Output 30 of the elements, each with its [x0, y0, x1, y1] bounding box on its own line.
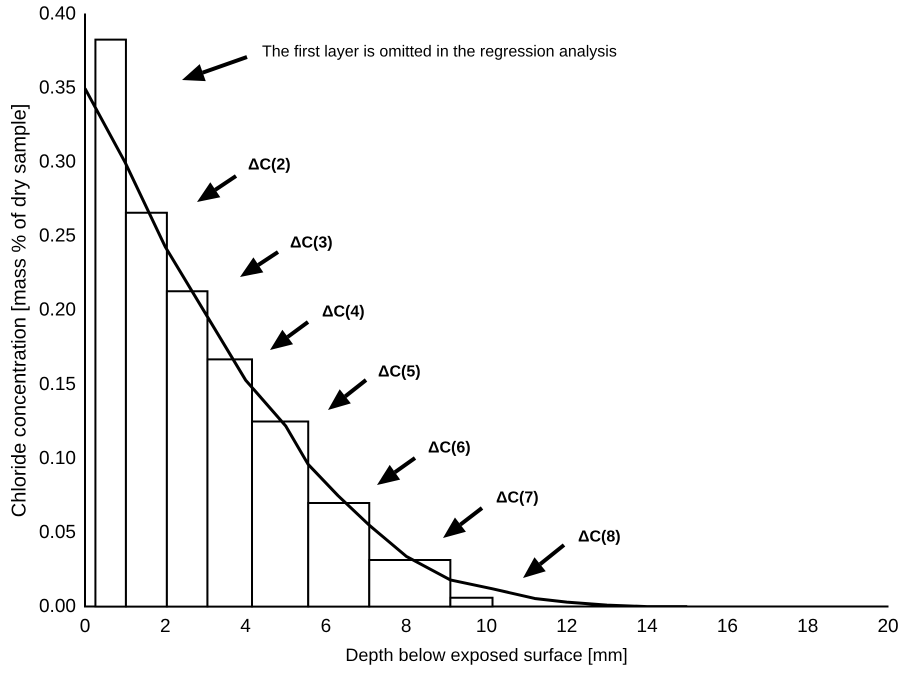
annotation: ΔC(7)	[496, 489, 539, 506]
x-axis-title: Depth below exposed surface [mm]	[345, 645, 628, 666]
annotation: ΔC(6)	[428, 439, 471, 456]
x-tick-label: 14	[636, 616, 658, 638]
x-tick-label: 20	[877, 616, 899, 638]
x-tick-label: 2	[160, 616, 171, 638]
annotation: ΔC(8)	[578, 528, 621, 546]
annotation: ΔC(4)	[322, 303, 365, 320]
y-tick-label: 0.00	[38, 596, 76, 617]
x-tick-label: 12	[556, 616, 578, 638]
y-tick-label: 0.05	[38, 522, 76, 543]
y-tick-label: 0.35	[38, 78, 76, 99]
annotation: ΔC(5)	[378, 363, 421, 380]
y-tick-label: 0.10	[38, 448, 76, 469]
x-tick-label: 6	[320, 616, 332, 638]
x-tick-label: 8	[400, 616, 412, 638]
y-tick-label: 0.40	[38, 4, 76, 25]
annotation: ΔC(3)	[290, 234, 333, 252]
y-axis-title: Chloride concentration [mass % of dry sample]	[8, 104, 31, 518]
y-tick-label: 0.20	[38, 300, 76, 321]
x-tick-label: 16	[716, 616, 738, 638]
y-tick-label: 0.25	[38, 226, 76, 247]
y-tick-label: 0.15	[38, 374, 76, 395]
y-tick-label: 0.30	[38, 152, 76, 173]
x-tick-label: 0	[80, 616, 90, 638]
annotation: ΔC(2)	[248, 156, 291, 174]
x-tick-label: 18	[797, 616, 818, 638]
x-tick-label: 4	[240, 616, 252, 638]
annotation: The first layer is omitted in the regression analysis	[262, 43, 617, 60]
x-tick-label: 10	[476, 616, 498, 638]
